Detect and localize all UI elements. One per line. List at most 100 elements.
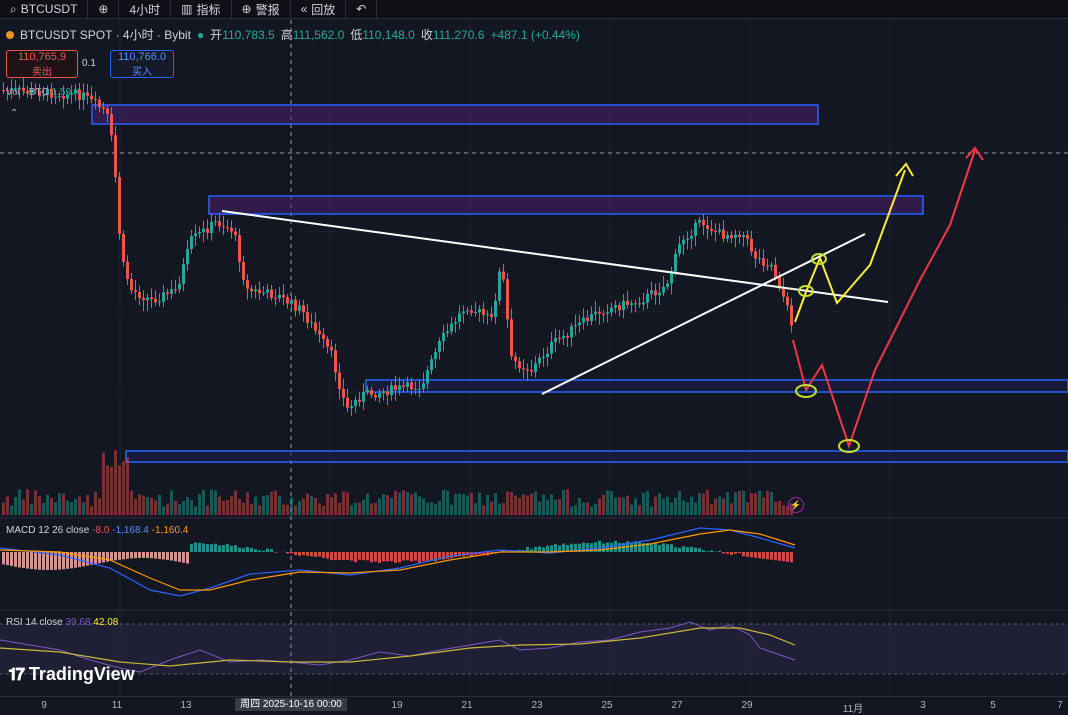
macd-bar: [166, 552, 169, 560]
volume-bar: [578, 498, 581, 515]
collapse-legend-icon[interactable]: ⌃: [10, 108, 18, 119]
volume-bar: [150, 498, 153, 515]
chart-title[interactable]: BTCUSDT SPOT · 4小时 · Bybit: [20, 26, 191, 43]
candle-body: [538, 358, 541, 364]
candle-body: [738, 235, 741, 237]
volume-bar: [558, 499, 561, 515]
time-tick: 9: [41, 700, 47, 711]
close-value: 111,270.6: [433, 28, 485, 42]
candle-body: [362, 392, 365, 402]
volume-bar: [158, 495, 161, 515]
macd-histogram: [2, 541, 793, 570]
rsi-legend[interactable]: RSI 14 close 39.68 42.08: [6, 617, 118, 628]
macd-bar: [546, 546, 549, 552]
symbol-header: BTCUSDT SPOT · 4小时 · Bybit ● 开110,783.5 …: [6, 26, 580, 43]
ascending-trendline[interactable]: [542, 234, 865, 394]
candle-body: [338, 373, 341, 389]
support-zone-middle[interactable]: [366, 380, 1068, 392]
time-tick: 11月: [843, 700, 863, 715]
macd-bar: [114, 552, 117, 560]
candle-body: [326, 339, 329, 347]
volume-bar: [14, 497, 17, 515]
macd-legend[interactable]: MACD 12 26 close -8.0 -1,168.4 -1,160.4: [6, 525, 188, 536]
buy-label: 买入: [132, 63, 152, 78]
volume-bar: [410, 494, 413, 515]
candle-body: [214, 221, 217, 222]
macd-bar: [254, 549, 257, 552]
high-value: 111,562.0: [293, 28, 345, 42]
volume-bar: [238, 499, 241, 515]
volume-bar: [146, 497, 149, 515]
volume-bar: [90, 506, 93, 515]
volume-bar: [674, 498, 677, 515]
candle-body: [282, 295, 285, 297]
volume-value: 1.59 K: [52, 87, 81, 98]
time-tick: 27: [671, 700, 682, 711]
spread-value: 0.1: [82, 58, 96, 69]
time-axis[interactable]: 9 11 13 周四 2025-10-16 00:00 19 21 23 25 …: [0, 696, 1068, 713]
volume-bar: [710, 504, 713, 515]
buy-button[interactable]: 110,766.0 买入: [110, 50, 174, 78]
volume-bar: [286, 505, 289, 515]
volume-bar: [702, 494, 705, 515]
macd-bar: [294, 552, 297, 555]
candle-body: [622, 301, 625, 310]
macd-bar: [222, 545, 225, 552]
resistance-zone-top[interactable]: [92, 105, 818, 124]
macd-bar: [754, 552, 757, 558]
macd-bar: [326, 552, 329, 559]
macd-bar: [538, 546, 541, 552]
volume-bar: [754, 493, 757, 515]
crosshair-time-label: 周四 2025-10-16 00:00: [235, 698, 347, 711]
candle-body: [770, 265, 773, 267]
volume-bar: [422, 499, 425, 515]
volume-bar: [186, 497, 189, 515]
volume-bar: [326, 494, 329, 515]
volume-bar: [346, 493, 349, 515]
volume-bar: [318, 503, 321, 515]
bearish-projection-path[interactable]: [793, 150, 975, 446]
candle-body: [766, 266, 769, 267]
volume-bar: [370, 504, 373, 515]
candle-body: [102, 107, 105, 108]
candle-body: [230, 228, 233, 232]
volume-bar: [38, 496, 41, 515]
candle-body: [574, 325, 577, 326]
candle-body: [150, 297, 153, 299]
candle-body: [126, 262, 129, 279]
sell-button[interactable]: 110,765.9 卖出: [6, 50, 78, 78]
support-zone-lower[interactable]: [126, 451, 1068, 462]
candle-body: [614, 305, 617, 308]
volume-bar: [550, 494, 553, 515]
macd-bar: [298, 552, 301, 556]
macd-bar: [430, 552, 433, 560]
candle-body: [694, 223, 697, 236]
candle-body: [458, 313, 461, 322]
lightning-icon[interactable]: ⚡: [788, 497, 804, 513]
volume-bar: [382, 494, 385, 515]
candle-body: [82, 93, 85, 100]
macd-bar: [390, 552, 393, 561]
candle-body: [730, 235, 733, 238]
volume-bar: [610, 491, 613, 515]
candle-body: [170, 289, 173, 293]
volume-bar: [734, 492, 737, 515]
macd-bar: [722, 552, 725, 553]
candle-body: [502, 272, 505, 280]
macd-bar: [186, 552, 189, 564]
candle-body: [518, 361, 521, 368]
candle-body: [210, 222, 213, 233]
volume-bar: [690, 497, 693, 515]
candle-body: [710, 229, 713, 231]
time-tick: 11: [112, 700, 122, 711]
volume-bar: [494, 493, 497, 515]
volume-bar: [258, 505, 261, 515]
candle-body: [406, 382, 409, 387]
macd-bar: [18, 552, 21, 567]
volume-legend[interactable]: Vol · BTC 1.59 K: [6, 87, 81, 98]
volume-bar: [82, 502, 85, 515]
bullish-projection-path[interactable]: [795, 170, 905, 322]
descending-trendline[interactable]: [222, 211, 888, 302]
resistance-zone-upper[interactable]: [209, 196, 923, 214]
